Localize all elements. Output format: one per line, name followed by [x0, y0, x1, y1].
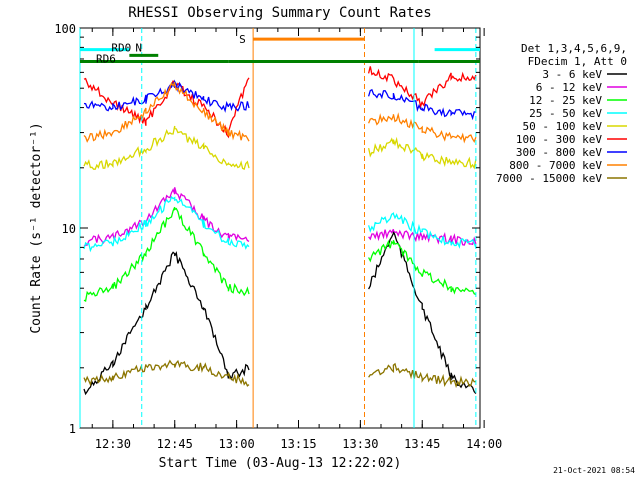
legend-entry-label: 12 - 25 keV	[529, 94, 602, 107]
x-tick-label: 13:00	[219, 437, 255, 451]
trace-7000-15000kev	[83, 359, 250, 387]
legend-entry-label: 300 - 800 keV	[516, 146, 602, 159]
x-tick-label: 12:45	[157, 437, 193, 451]
x-tick-label: 14:00	[466, 437, 502, 451]
trace-12-25kev	[368, 239, 477, 296]
trace-300-800kev	[367, 88, 476, 121]
legend-entry-label: 7000 - 15000 keV	[496, 172, 602, 185]
vertical-markers	[79, 28, 477, 428]
chart-title: RHESSI Observing Summary Count Rates	[128, 5, 431, 21]
flag-label-rd0: RD0	[111, 41, 131, 54]
flag-label-s: S	[239, 33, 246, 46]
trace-25-50kev	[83, 195, 250, 253]
legend: Det 1,3,4,5,6,9, FDecim 1, Att 0 3 - 6 k…	[496, 42, 627, 185]
legend-entry-label: 100 - 300 keV	[516, 133, 602, 146]
trace-6-12kev	[368, 228, 477, 246]
trace-7000-15000kev	[368, 362, 476, 389]
trace-300-800kev	[83, 79, 250, 113]
trace-12-25kev	[83, 206, 250, 302]
x-tick-label: 12:30	[95, 437, 131, 451]
trace-3-6kev	[83, 251, 250, 396]
y-tick-label: 10	[62, 222, 76, 236]
trace-50-100kev	[367, 136, 477, 170]
legend-entry-label: 800 - 7000 keV	[509, 159, 602, 172]
axis-ticks: 12:30 12:45 13:00 13:15 13:30 13:45 14:00 1 10 10…	[54, 22, 502, 451]
x-tick-label: 13:45	[404, 437, 440, 451]
y-tick-label: 100	[54, 22, 76, 36]
x-axis-label: Start Time (03-Aug-13 12:22:02)	[159, 456, 402, 471]
legend-entry-label: 25 - 50 keV	[529, 107, 602, 120]
trace-25-50kev	[367, 212, 477, 249]
y-tick-label: 1	[69, 422, 76, 436]
trace-100-300kev	[367, 66, 477, 110]
y-axis-label: Count Rate (s⁻¹ detector⁻¹)	[29, 122, 44, 333]
trace-50-100kev	[83, 125, 250, 170]
legend-header-line-2: FDecim 1, Att 0	[528, 55, 627, 68]
trace-6-12kev	[83, 187, 250, 247]
flag-label-n: N	[135, 42, 142, 55]
footer-timestamp: 21-Oct-2021 08:54	[553, 466, 635, 475]
trace-800-7000kev	[83, 81, 250, 143]
x-tick-label: 13:30	[342, 437, 378, 451]
legend-entry-label: 6 - 12 keV	[536, 81, 603, 94]
x-tick-label: 13:15	[280, 437, 316, 451]
legend-header-line-1: Det 1,3,4,5,6,9,	[521, 42, 627, 55]
trace-800-7000kev	[367, 112, 477, 144]
legend-entry-label: 50 - 100 keV	[523, 120, 603, 133]
legend-entry-label: 3 - 6 keV	[542, 68, 602, 81]
flag-label-rd6: RD6	[96, 52, 116, 65]
data-traces	[83, 66, 477, 396]
